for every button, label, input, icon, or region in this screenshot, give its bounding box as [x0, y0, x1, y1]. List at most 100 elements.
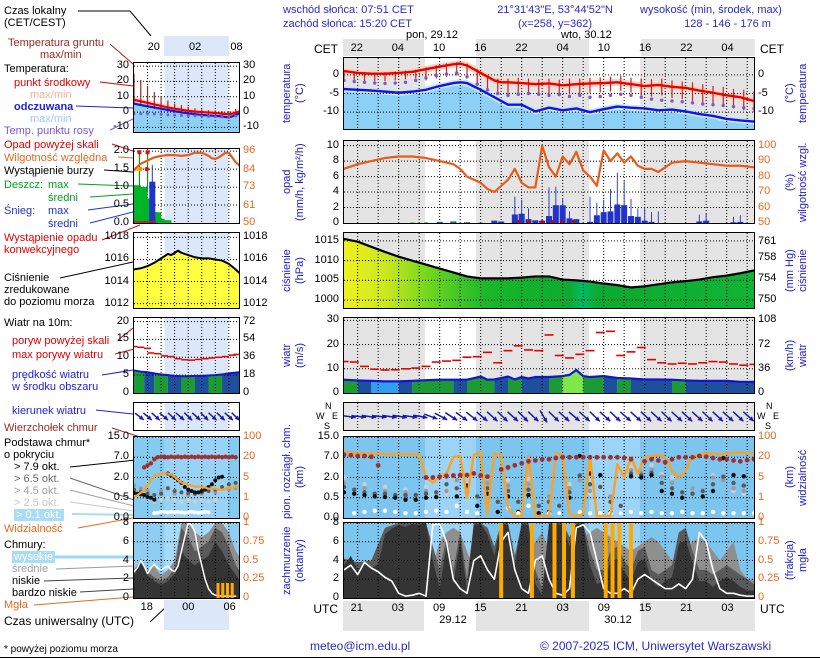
y-tick-label: 0: [122, 591, 129, 603]
y-tick-label: 0.75: [243, 534, 265, 547]
panel-mini-pressure: [133, 232, 240, 309]
y-tick-label: 0.5: [113, 198, 129, 211]
legend-visibility: Widzialność: [4, 523, 63, 535]
y-tick-label: 1012: [243, 296, 268, 309]
mini-cet-axis: 20 02 08: [133, 36, 243, 56]
legend-wind-speed-2: w środku obszaru: [12, 381, 99, 393]
y-tick-label: 0.0: [113, 216, 129, 228]
x-tick-label: 00: [182, 601, 195, 613]
axis-title-wind-left: wiatr (m/s): [281, 342, 306, 369]
legend-clouds-verylow: bardzo niskie: [12, 587, 77, 599]
legend-okta-45: > 4.5 okt.: [14, 485, 60, 497]
compass-n: N: [325, 401, 332, 411]
y-tick-label: 1012: [104, 296, 129, 309]
legend-cloud-top: Wierzchołek chmur: [4, 422, 98, 434]
panel-mini-wind: [133, 317, 240, 394]
legend-clouds-high: wysokie: [12, 551, 56, 563]
wind-compass-left: N W E S: [316, 400, 340, 432]
y-tick-label: -5: [329, 86, 339, 99]
x-tick-label: 21: [350, 602, 363, 614]
legend-maxmin-temp: max/min: [30, 89, 72, 101]
contact-email[interactable]: meteo@icm.edu.pl: [310, 639, 411, 653]
night-band: [343, 39, 425, 56]
x-tick-label: 20: [147, 41, 160, 53]
legend-cloud-base-1: Podstawa chmur*: [4, 437, 91, 449]
y-tick-label: 7.0: [113, 450, 129, 463]
legend-okta-79: > 7.9 okt.: [14, 461, 60, 473]
altitude-label: wysokość (min, środek, max): [640, 4, 782, 16]
legend-wind-dir: kierunek wiatru: [12, 405, 86, 417]
y-tick-label: 100: [758, 138, 777, 151]
legend-cloud-base-2: o pokryciu: [4, 449, 55, 461]
y-tick-label: 0: [122, 386, 129, 398]
x-tick-label: 22: [350, 42, 363, 54]
x-tick-label: 16: [639, 42, 652, 54]
y-tick-label: -10: [323, 105, 339, 118]
legend-rain-mean: średni: [48, 192, 78, 204]
legend-clouds-low: niskie: [12, 575, 41, 587]
y-tick-label: 20: [243, 74, 256, 87]
x-tick-label: 15: [639, 602, 652, 614]
main-cet-axis: 22 04 10 16 22 04 10 16 22 04: [343, 39, 755, 56]
legend-fog: Mgła: [4, 599, 28, 611]
y-tick-label: 108: [758, 313, 777, 326]
panel-main-winddir: [343, 402, 755, 431]
y-tick-label: 754: [758, 272, 777, 285]
date-heading-mon: pon, 29.12: [406, 29, 458, 41]
y-tick-label: 0: [332, 67, 339, 80]
y-tick-label: 10: [326, 361, 339, 374]
utc-time-label: Czas uniwersalny (UTC): [4, 614, 135, 628]
local-time-sub: (CET/CEST): [4, 17, 66, 29]
cet-label-right: CET: [760, 42, 784, 56]
mini-utc-axis: 18 00 06: [133, 600, 240, 630]
x-tick-label: 09: [433, 602, 446, 614]
cet-label-left: CET: [314, 42, 338, 56]
y-tick-label: -10: [113, 120, 129, 133]
y-tick-label: 2.0: [323, 470, 339, 483]
y-tick-label: 96: [243, 144, 256, 157]
y-tick-label: 15.0: [107, 430, 129, 442]
y-tick-label: 0: [758, 67, 765, 80]
legend-pressure-2: zredukowane: [4, 284, 70, 296]
y-tick-label: 30: [326, 313, 339, 326]
y-tick-label: -10: [758, 105, 774, 118]
panel-mini-precip: [133, 148, 240, 224]
y-tick-label: 100: [758, 430, 777, 442]
y-tick-label: 5: [122, 368, 129, 381]
coords-label: 21°31'43"E, 53°44'52"N: [497, 4, 613, 16]
x-tick-label: 03: [721, 602, 734, 614]
y-tick-label: 0.5: [323, 490, 339, 503]
y-tick-label: 1018: [104, 230, 129, 243]
y-tick-label: 1016: [243, 252, 268, 265]
y-tick-label: 4: [332, 553, 339, 566]
legend-wind-speed-1: prędkość wiatru: [12, 369, 90, 381]
copyright: © 2007-2025 ICM, Uniwersytet Warszawski: [540, 639, 772, 653]
y-tick-label: 15.0: [317, 430, 339, 442]
y-tick-label: 0: [243, 591, 250, 603]
legend-maxmin-feels: max/min: [30, 113, 72, 125]
compass-s: S: [324, 421, 331, 431]
y-tick-label: 36: [758, 361, 771, 374]
y-tick-label: 761: [758, 235, 777, 248]
night-band: [475, 601, 590, 631]
y-tick-label: 30: [116, 59, 129, 72]
y-tick-label: 1016: [104, 252, 129, 265]
legend-pressure-1: Ciśnienie: [4, 272, 50, 284]
y-tick-label: 50: [243, 216, 256, 228]
x-tick-label: 03: [556, 602, 569, 614]
y-tick-label: 0.0: [113, 511, 129, 523]
x-tick-label: 15: [474, 602, 487, 614]
legend-snow-mean: średni: [48, 218, 78, 230]
y-tick-label: 20: [326, 337, 339, 350]
utc-label-left: UTC: [313, 602, 338, 616]
x-tick-label: 06: [223, 601, 236, 613]
legend-clouds-heading: Chmury:: [4, 539, 46, 551]
legend-pressure-3: do poziomu morza: [4, 296, 95, 308]
y-tick-label: 54: [243, 332, 256, 345]
y-tick-label: 2.0: [113, 144, 129, 157]
x-tick-label: 21: [515, 602, 528, 614]
x-tick-label: 10: [433, 42, 446, 54]
page-bottom-rule: [0, 657, 820, 658]
y-tick-label: 1014: [243, 274, 268, 287]
